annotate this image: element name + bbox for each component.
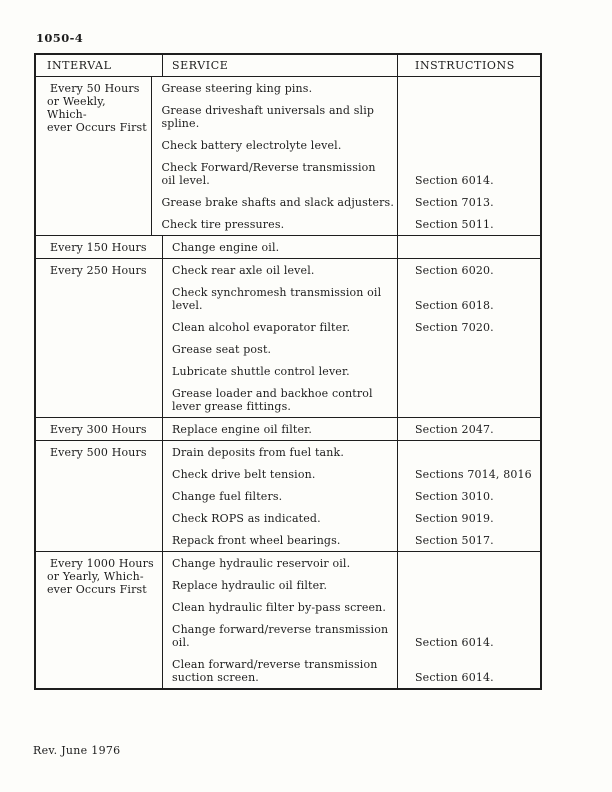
instruction-text xyxy=(397,574,540,596)
service-text: Check battery electrolyte level. xyxy=(151,134,397,156)
service-item: Check drive belt tension. Sections 7014,… xyxy=(162,463,540,485)
instruction-text: Section 9019. xyxy=(397,507,540,529)
page-number: 1050-4 xyxy=(36,31,84,45)
column-header-interval: INTERVAL xyxy=(47,59,112,72)
instruction-text xyxy=(397,441,540,463)
service-item: Lubricate shuttle control lever. xyxy=(162,360,540,382)
service-text: Grease steering king pins. xyxy=(151,77,397,99)
service-text: Clean alcohol evaporator filter. xyxy=(162,316,397,338)
service-text: Grease brake shafts and slack adjusters. xyxy=(151,191,397,213)
table-row: Every 1000 Hours or Yearly, Which- ever … xyxy=(36,551,540,688)
instruction-text xyxy=(397,338,540,360)
service-instruction-list: Replace engine oil filter. Section 2047. xyxy=(162,418,540,440)
instruction-text xyxy=(397,360,540,382)
instruction-text: Sections 7014, 8016 xyxy=(397,463,540,485)
instruction-text xyxy=(397,382,540,417)
service-text: Check drive belt tension. xyxy=(162,463,397,485)
service-instruction-list: Check rear axle oil level. Section 6020.… xyxy=(162,259,540,417)
service-item: Replace hydraulic oil filter. xyxy=(162,574,540,596)
service-text: Change engine oil. xyxy=(162,236,397,258)
service-item: Clean alcohol evaporator filter. Section… xyxy=(162,316,540,338)
service-text: Check tire pressures. xyxy=(151,213,397,235)
service-item: Drain deposits from fuel tank. xyxy=(162,441,540,463)
service-item: Clean forward/reverse transmission sucti… xyxy=(162,653,540,688)
interval-cell: Every 500 Hours xyxy=(50,445,147,459)
service-text: Grease driveshaft universals and slip sp… xyxy=(151,99,397,134)
service-instruction-list: Grease steering king pins. Grease drives… xyxy=(151,77,540,235)
service-text: Check Forward/Reverse transmission oil l… xyxy=(151,156,397,191)
maintenance-table: INTERVAL SERVICE INSTRUCTIONS Every 50 H… xyxy=(34,53,542,690)
service-text: Grease loader and backhoe control lever … xyxy=(162,382,397,417)
service-item: Grease loader and backhoe control lever … xyxy=(162,382,540,417)
interval-cell: Every 50 Hours or Weekly, Which- ever Oc… xyxy=(47,81,147,134)
instruction-text: Section 7013. xyxy=(397,191,540,213)
table-row: Every 300 Hours Replace engine oil filte… xyxy=(36,417,540,440)
service-item: Check tire pressures. Section 5011. xyxy=(151,213,540,235)
service-item: Check battery electrolyte level. xyxy=(151,134,540,156)
instruction-text xyxy=(397,134,540,156)
service-item: Replace engine oil filter. Section 2047. xyxy=(162,418,540,440)
table-row: Every 250 Hours Check rear axle oil leve… xyxy=(36,258,540,417)
service-item: Change engine oil. xyxy=(162,236,540,258)
column-header-service: SERVICE xyxy=(162,55,397,76)
service-item: Check rear axle oil level. Section 6020. xyxy=(162,259,540,281)
service-instruction-list: Change hydraulic reservoir oil. Replace … xyxy=(162,552,540,688)
instruction-text: Section 6018. xyxy=(397,281,540,316)
instruction-text: Section 6020. xyxy=(397,259,540,281)
instruction-text: Section 6014. xyxy=(397,618,540,653)
service-item: Check synchromesh transmission oil level… xyxy=(162,281,540,316)
table-header-row: INTERVAL SERVICE INSTRUCTIONS xyxy=(36,55,540,76)
service-text: Clean hydraulic filter by-pass screen. xyxy=(162,596,397,618)
instruction-text xyxy=(397,99,540,134)
service-text: Clean forward/reverse transmission sucti… xyxy=(162,653,397,688)
interval-cell: Every 1000 Hours or Yearly, Which- ever … xyxy=(47,556,154,596)
service-item: Grease driveshaft universals and slip sp… xyxy=(151,99,540,134)
interval-cell: Every 150 Hours xyxy=(50,240,147,254)
instruction-text xyxy=(397,77,540,99)
table-row: Every 50 Hours or Weekly, Which- ever Oc… xyxy=(36,76,540,235)
service-item: Grease seat post. xyxy=(162,338,540,360)
instruction-text: Section 3010. xyxy=(397,485,540,507)
instruction-text xyxy=(397,596,540,618)
service-item: Grease brake shafts and slack adjusters.… xyxy=(151,191,540,213)
instruction-text: Section 5017. xyxy=(397,529,540,551)
service-item: Clean hydraulic filter by-pass screen. xyxy=(162,596,540,618)
service-item: Change forward/reverse transmission oil.… xyxy=(162,618,540,653)
footer-revision: Rev. June 1976 xyxy=(33,744,121,757)
service-instruction-list: Change engine oil. xyxy=(162,236,540,258)
service-instruction-list: Drain deposits from fuel tank. Check dri… xyxy=(162,441,540,551)
instruction-text: Section 6014. xyxy=(397,653,540,688)
service-text: Change fuel filters. xyxy=(162,485,397,507)
service-text: Replace engine oil filter. xyxy=(162,418,397,440)
service-text: Check rear axle oil level. xyxy=(162,259,397,281)
interval-cell: Every 300 Hours xyxy=(50,422,147,436)
service-text: Check synchromesh transmission oil level… xyxy=(162,281,397,316)
service-text: Lubricate shuttle control lever. xyxy=(162,360,397,382)
service-item: Repack front wheel bearings. Section 501… xyxy=(162,529,540,551)
instruction-text: Section 2047. xyxy=(397,418,540,440)
service-item: Check Forward/Reverse transmission oil l… xyxy=(151,156,540,191)
service-item: Change fuel filters. Section 3010. xyxy=(162,485,540,507)
service-text: Change hydraulic reservoir oil. xyxy=(162,552,397,574)
instruction-text xyxy=(397,552,540,574)
service-item: Check ROPS as indicated. Section 9019. xyxy=(162,507,540,529)
service-text: Repack front wheel bearings. xyxy=(162,529,397,551)
service-text: Change forward/reverse transmission oil. xyxy=(162,618,397,653)
instruction-text: Section 6014. xyxy=(397,156,540,191)
instruction-text: Section 7020. xyxy=(397,316,540,338)
column-header-instructions: INSTRUCTIONS xyxy=(397,55,540,76)
service-text: Drain deposits from fuel tank. xyxy=(162,441,397,463)
table-row: Every 500 Hours Drain deposits from fuel… xyxy=(36,440,540,551)
instruction-text: Section 5011. xyxy=(397,213,540,235)
instruction-text xyxy=(397,236,540,258)
table-row: Every 150 Hours Change engine oil. xyxy=(36,235,540,258)
service-item: Grease steering king pins. xyxy=(151,77,540,99)
service-text: Grease seat post. xyxy=(162,338,397,360)
service-text: Check ROPS as indicated. xyxy=(162,507,397,529)
service-text: Replace hydraulic oil filter. xyxy=(162,574,397,596)
service-item: Change hydraulic reservoir oil. xyxy=(162,552,540,574)
interval-cell: Every 250 Hours xyxy=(50,263,147,277)
